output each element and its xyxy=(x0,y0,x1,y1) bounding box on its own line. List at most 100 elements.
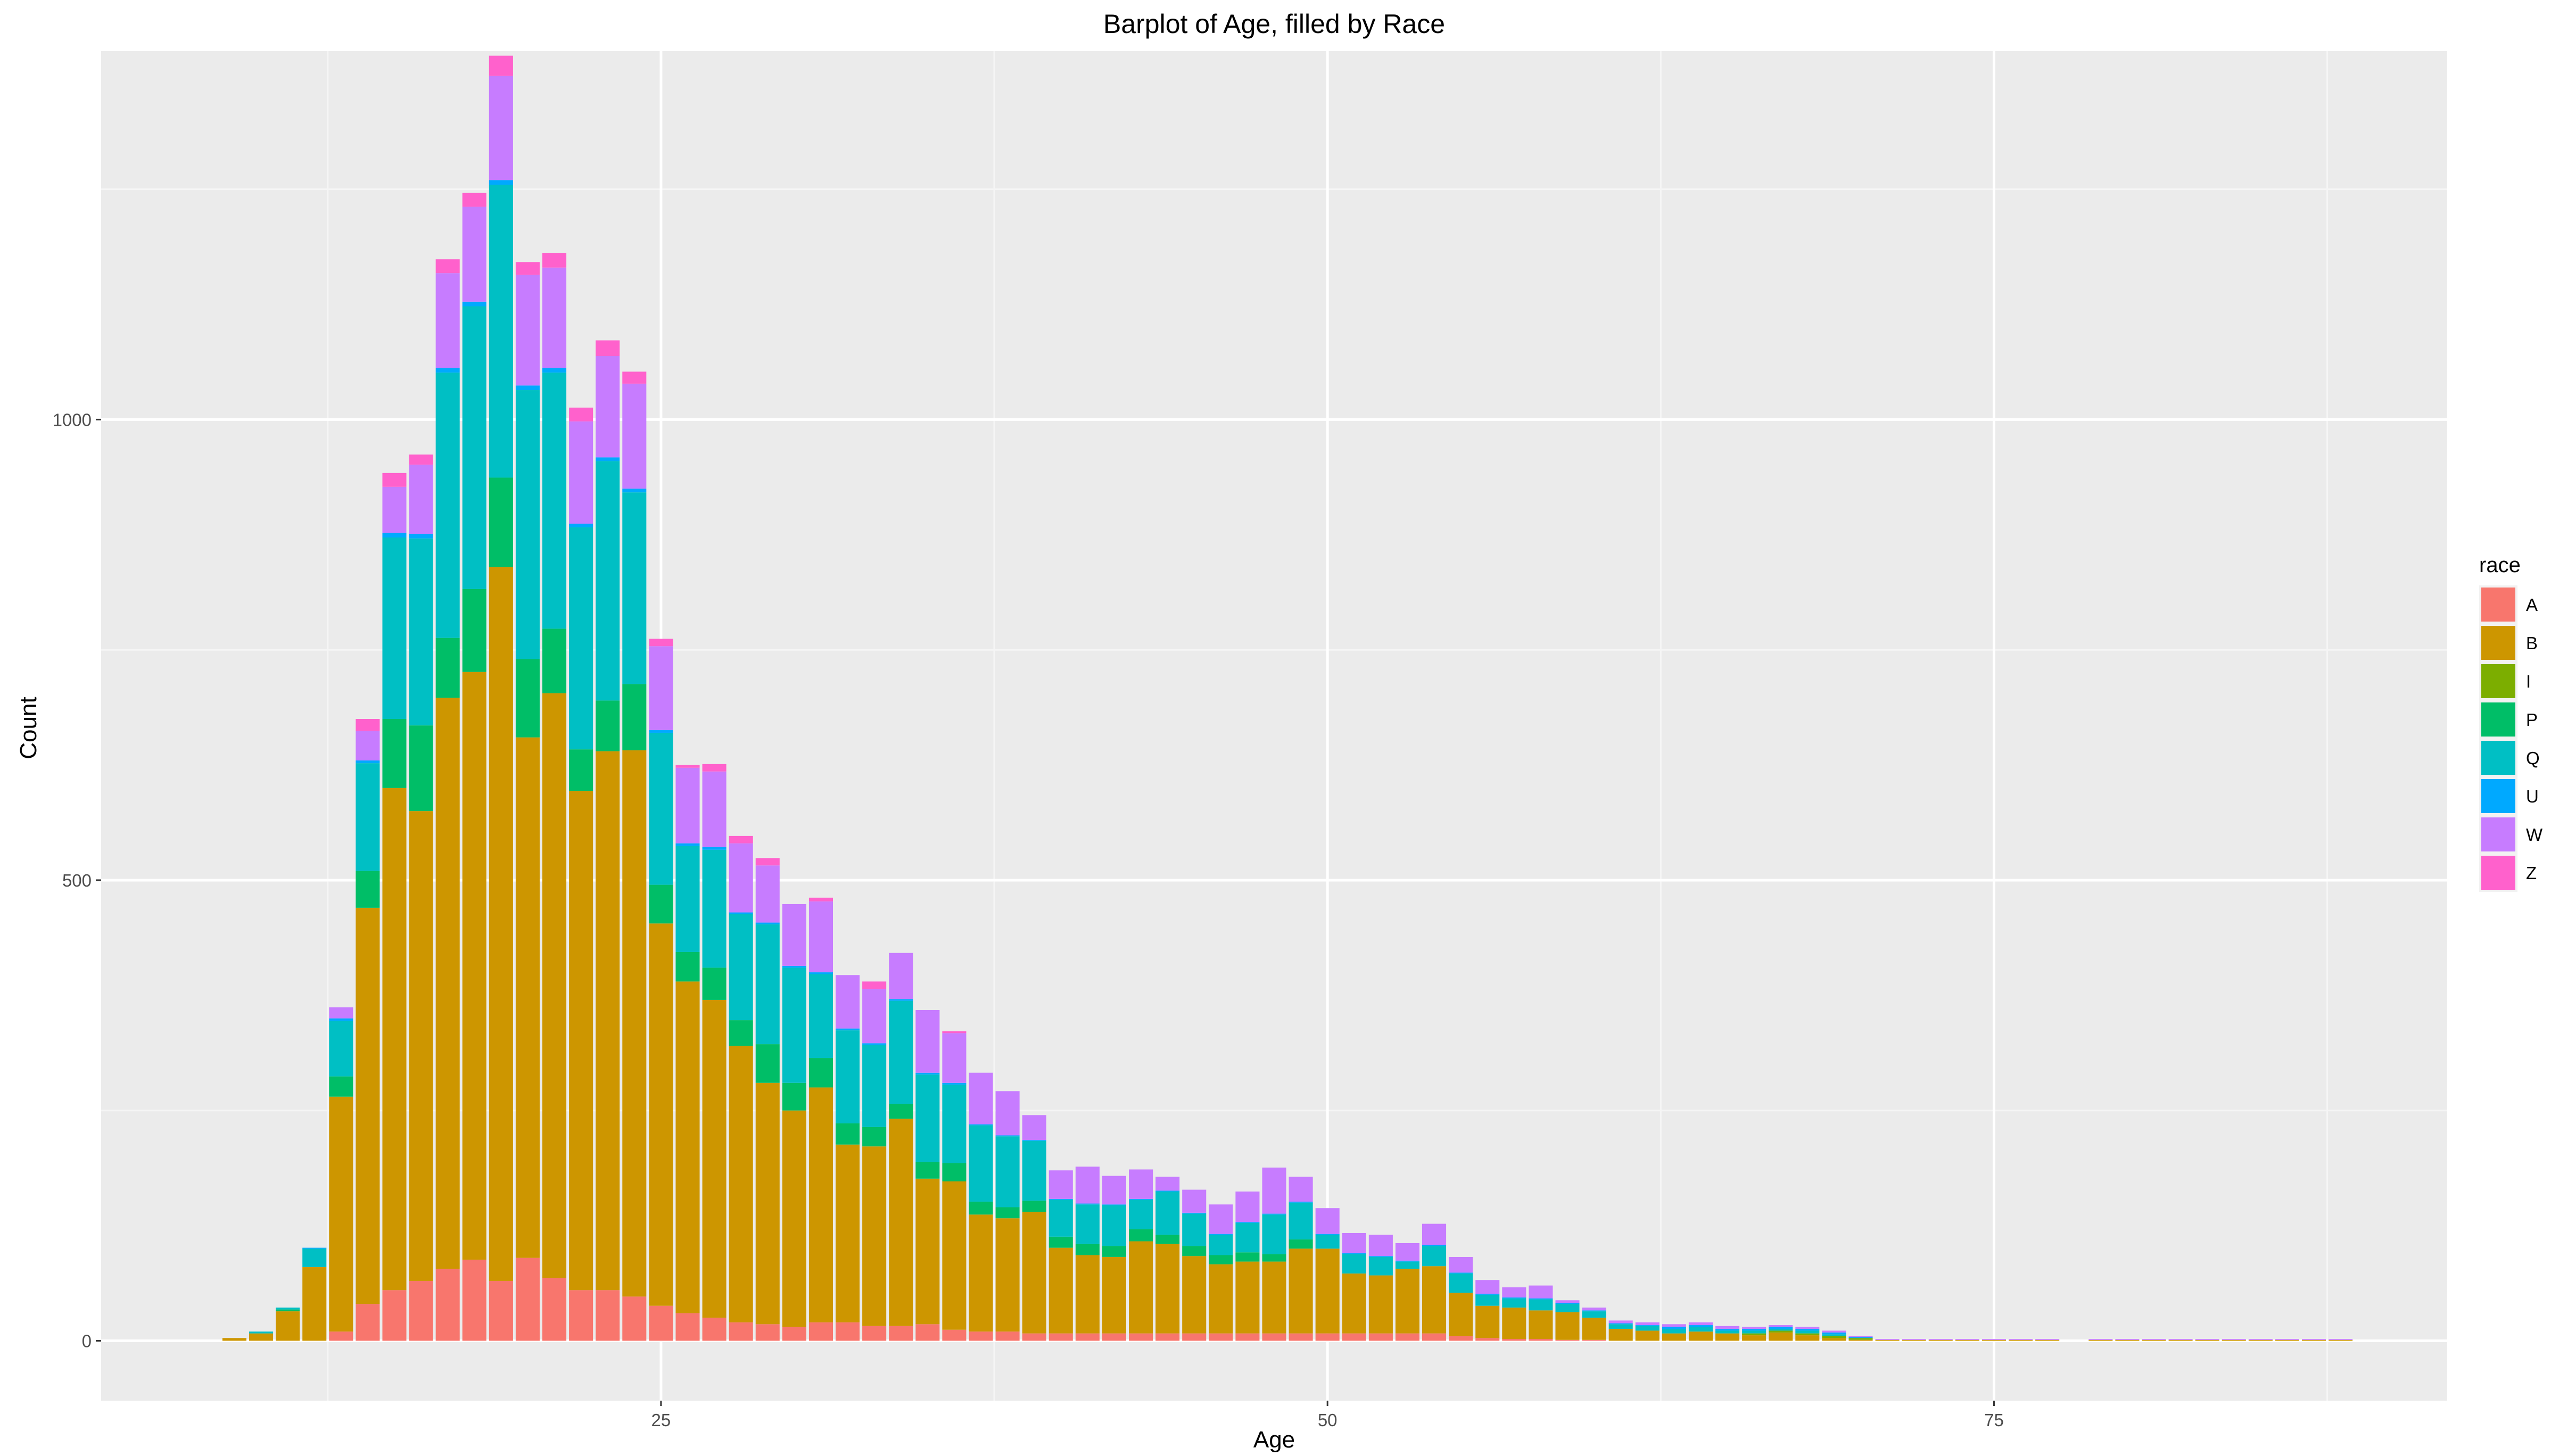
bar-segment-W xyxy=(915,1010,940,1073)
bar-segment-B xyxy=(1822,1338,1846,1341)
legend-label-I: I xyxy=(2526,672,2531,691)
bar-age-41 xyxy=(1075,1167,1100,1341)
bar-segment-Q xyxy=(1662,1328,1686,1334)
bar-segment-A xyxy=(1022,1333,1046,1341)
bar-segment-W xyxy=(2195,1339,2219,1340)
bar-age-30 xyxy=(782,904,806,1341)
bar-segment-Z xyxy=(649,639,673,647)
bar-segment-B xyxy=(489,567,513,1281)
bar-segment-A xyxy=(489,1280,513,1341)
bar-segment-P xyxy=(1155,1235,1180,1244)
bar-segment-W xyxy=(755,865,780,923)
legend-label-Q: Q xyxy=(2526,748,2540,768)
legend-label-Z: Z xyxy=(2526,863,2537,883)
bar-segment-B xyxy=(1928,1339,1953,1341)
bar-segment-B xyxy=(969,1214,993,1332)
bar-segment-A xyxy=(1235,1333,1260,1341)
bar-segment-Q xyxy=(1822,1334,1846,1336)
bar-age-87 xyxy=(2302,1339,2326,1341)
bar-segment-B xyxy=(1529,1310,1553,1339)
bar-segment-B xyxy=(2009,1339,2033,1341)
bar-segment-Q xyxy=(649,732,673,885)
bar-segment-B xyxy=(2088,1339,2113,1341)
bar-age-69 xyxy=(1822,1330,1846,1341)
bar-segment-Q xyxy=(1235,1222,1260,1253)
bar-segment-P xyxy=(1102,1246,1126,1257)
bar-segment-W xyxy=(836,975,860,1029)
y-axis-ticks: 0 500 1000 xyxy=(53,410,101,1351)
bar-segment-U xyxy=(462,301,486,307)
bar-segment-Q xyxy=(1715,1330,1740,1334)
bar-segment-Q xyxy=(1155,1192,1180,1235)
bar-segment-P xyxy=(276,1309,300,1312)
bar-segment-B xyxy=(1315,1248,1340,1334)
bar-segment-A xyxy=(1289,1333,1313,1341)
bar-segment-B xyxy=(1155,1244,1180,1334)
bar-segment-U xyxy=(889,999,913,1001)
bar-age-66 xyxy=(1742,1327,1766,1341)
bar-segment-B xyxy=(222,1338,246,1341)
bar-segment-U xyxy=(435,368,460,373)
bar-segment-B xyxy=(1848,1339,1873,1341)
bar-age-22 xyxy=(569,407,593,1341)
bar-segment-W xyxy=(702,771,727,847)
bar-segment-U xyxy=(515,385,540,391)
bar-segment-U xyxy=(729,912,753,915)
bar-segment-W xyxy=(782,904,806,966)
bar-segment-U xyxy=(1075,1203,1100,1205)
bar-segment-W xyxy=(1982,1339,2006,1340)
bar-age-34 xyxy=(889,953,913,1341)
bar-age-74 xyxy=(1955,1339,1979,1341)
bar-segment-W xyxy=(2142,1339,2166,1340)
bar-segment-B xyxy=(1102,1256,1126,1334)
bar-segment-U xyxy=(836,1028,860,1031)
bar-segment-Q xyxy=(1209,1235,1233,1255)
bar-age-15 xyxy=(382,473,407,1341)
bar-age-88 xyxy=(2329,1339,2353,1341)
bar-segment-P xyxy=(1075,1244,1100,1255)
bar-segment-Q xyxy=(1102,1205,1126,1246)
bar-segment-Z xyxy=(942,1031,967,1033)
bar-segment-Q xyxy=(1368,1256,1393,1276)
bar-segment-I xyxy=(1769,1330,1793,1333)
bar-segment-W xyxy=(1742,1327,1766,1329)
bar-segment-Q xyxy=(675,846,700,952)
bar-segment-U xyxy=(1449,1272,1473,1274)
bar-segment-A xyxy=(1129,1333,1153,1341)
bar-segment-B xyxy=(782,1110,806,1327)
bar-segment-Q xyxy=(356,763,380,871)
bar-age-51 xyxy=(1342,1232,1366,1341)
x-tick-label: 25 xyxy=(651,1410,671,1430)
bar-segment-U xyxy=(1102,1204,1126,1206)
bar-segment-P xyxy=(649,884,673,924)
bar-segment-P xyxy=(1289,1239,1313,1249)
bar-segment-Z xyxy=(409,454,433,465)
bar-segment-W xyxy=(1422,1223,1447,1245)
bar-segment-A xyxy=(569,1290,593,1341)
bar-segment-W xyxy=(1022,1115,1046,1140)
bar-segment-W xyxy=(622,383,647,489)
bar-segment-U xyxy=(382,533,407,537)
bar-segment-B xyxy=(1955,1339,1979,1341)
bar-segment-W xyxy=(489,76,513,180)
bar-segment-B xyxy=(1449,1293,1473,1336)
bar-segment-Q xyxy=(542,373,567,629)
bar-age-63 xyxy=(1662,1324,1686,1341)
bar-segment-W xyxy=(1209,1204,1233,1234)
bar-segment-A xyxy=(1102,1333,1126,1341)
bar-segment-U xyxy=(329,1018,353,1021)
bar-segment-A xyxy=(1529,1339,1553,1341)
legend-title: race xyxy=(2479,553,2521,577)
bar-segment-A xyxy=(1449,1336,1473,1341)
bar-segment-Q xyxy=(382,537,407,719)
bar-segment-W xyxy=(569,421,593,524)
bar-segment-A xyxy=(1368,1333,1393,1341)
bar-segment-Q xyxy=(1608,1324,1633,1329)
bar-segment-A xyxy=(1475,1338,1500,1341)
bar-segment-Z xyxy=(808,897,833,901)
bar-segment-Z xyxy=(596,340,620,356)
bar-segment-U xyxy=(302,1247,327,1249)
bar-segment-B xyxy=(2142,1339,2166,1341)
bar-segment-A xyxy=(1582,1339,1606,1341)
bar-segment-Q xyxy=(1502,1298,1526,1308)
